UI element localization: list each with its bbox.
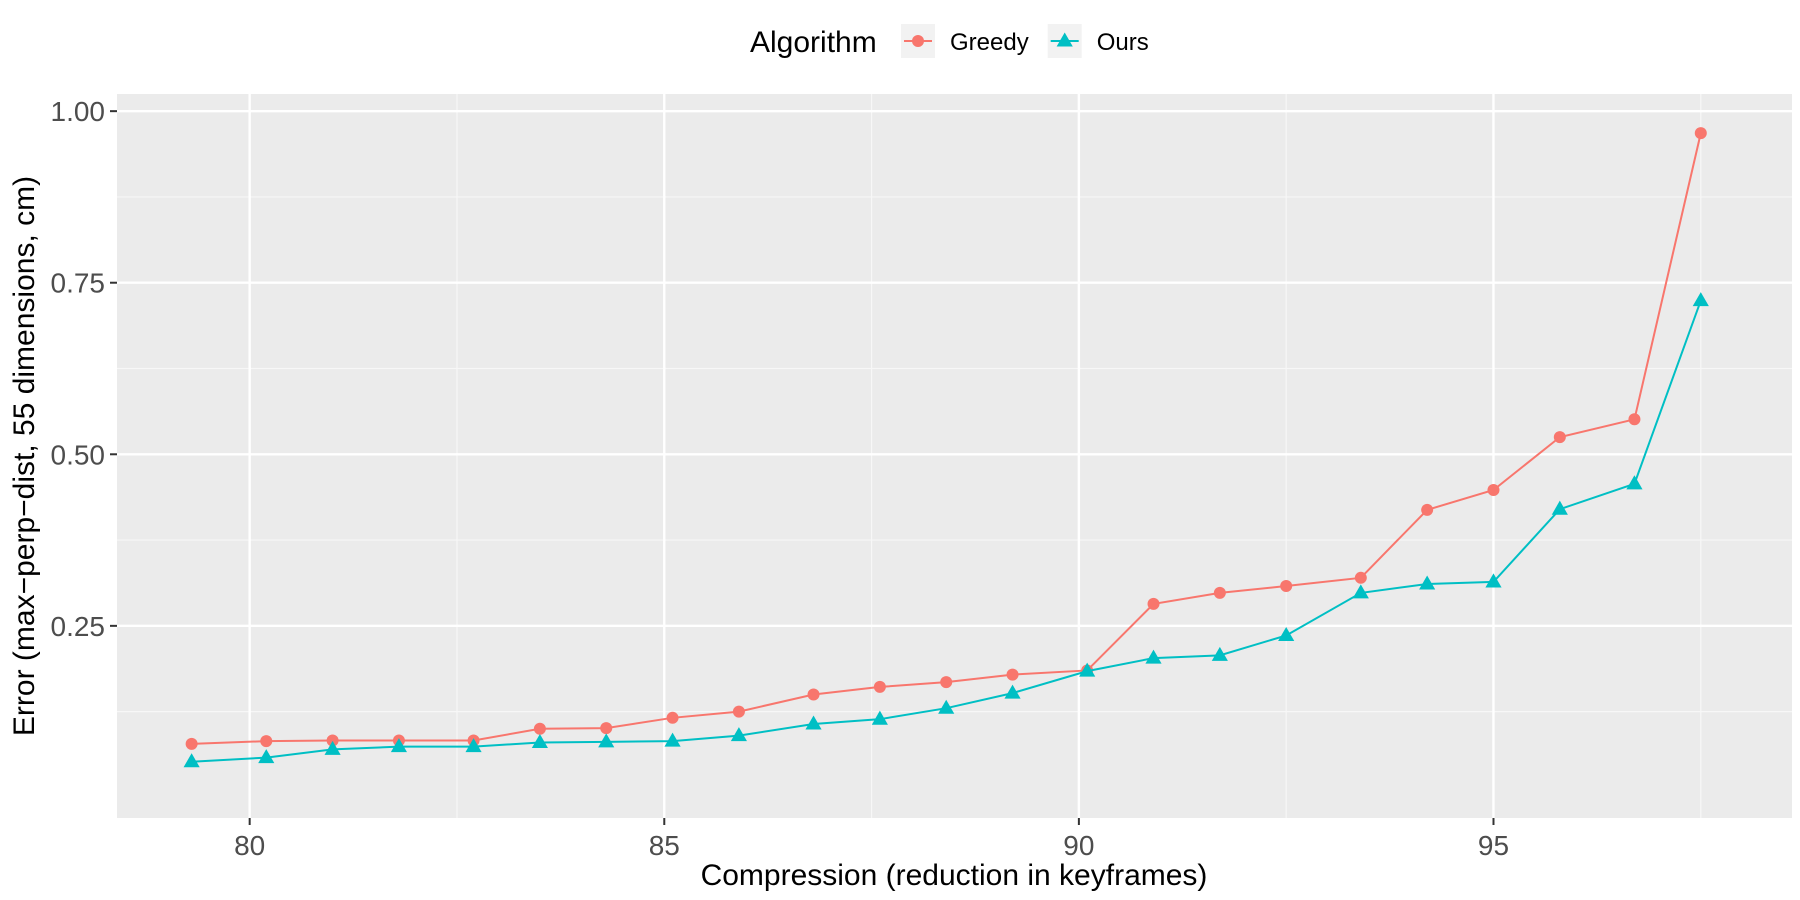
- data-point-greedy: [732, 705, 745, 718]
- data-point-ours: [598, 733, 615, 748]
- data-point-greedy: [1006, 668, 1019, 681]
- data-point-greedy: [1213, 586, 1226, 599]
- data-point-ours: [1485, 573, 1502, 588]
- y-tick-label: 0.75: [51, 268, 106, 299]
- x-tick-label: 90: [1063, 830, 1094, 861]
- legend-label-ours: Ours: [1097, 29, 1149, 56]
- x-tick-label: 80: [234, 830, 265, 861]
- data-point-ours: [1352, 584, 1369, 599]
- minor-gridlines: [117, 94, 1792, 818]
- data-point-ours: [730, 727, 747, 742]
- data-point-ours: [1419, 575, 1436, 590]
- series-ours: [183, 292, 1709, 768]
- data-point-ours: [390, 738, 408, 753]
- data-point-greedy: [600, 722, 613, 735]
- data-point-greedy: [1354, 571, 1367, 584]
- data-point-greedy: [260, 735, 273, 748]
- data-point-ours: [183, 753, 200, 768]
- data-point-ours: [938, 699, 955, 714]
- data-point-ours: [1692, 292, 1709, 307]
- y-tick-label: 0.25: [51, 611, 106, 642]
- y-tick-label: 0.50: [51, 439, 106, 470]
- data-point-ours: [1079, 662, 1096, 677]
- legend: Algorithm Greedy Ours: [750, 24, 1149, 59]
- data-point-ours: [1551, 500, 1568, 515]
- x-axis-ticks: 80 85 90 95: [234, 818, 1509, 861]
- data-point-greedy: [1487, 483, 1500, 496]
- legend-key-marker: [912, 35, 924, 47]
- series-layer: [183, 127, 1709, 768]
- data-point-greedy: [1628, 413, 1641, 426]
- legend-label-greedy: Greedy: [950, 29, 1029, 56]
- x-axis-title: Compression (reduction in keyframes): [701, 859, 1208, 892]
- data-point-ours: [871, 710, 888, 725]
- data-point-greedy: [1280, 580, 1293, 593]
- data-point-ours: [805, 715, 822, 730]
- data-point-greedy: [1694, 127, 1707, 140]
- data-point-ours: [1626, 475, 1643, 490]
- data-point-ours: [531, 734, 548, 749]
- y-axis-ticks: 0.25 0.50 0.75 1.00: [51, 96, 117, 642]
- data-point-greedy: [873, 680, 886, 693]
- data-point-ours: [1004, 684, 1021, 699]
- data-point-ours: [1145, 649, 1162, 664]
- data-point-ours: [1278, 626, 1295, 641]
- plot-panel: [117, 94, 1792, 818]
- data-point-greedy: [1421, 503, 1434, 516]
- data-point-greedy: [940, 676, 953, 689]
- data-point-ours: [1211, 646, 1228, 661]
- data-point-greedy: [326, 734, 339, 747]
- data-point-greedy: [1553, 431, 1566, 444]
- x-tick-label: 95: [1478, 830, 1509, 861]
- y-tick-label: 1.00: [51, 96, 106, 127]
- data-point-greedy: [666, 711, 679, 724]
- data-point-greedy: [185, 737, 198, 750]
- legend-title: Algorithm: [750, 26, 877, 59]
- data-point-ours: [258, 749, 275, 764]
- x-tick-label: 85: [649, 830, 680, 861]
- data-point-greedy: [533, 722, 546, 735]
- y-axis-title: Error (max−perp−dist, 55 dimensions, cm): [8, 176, 41, 736]
- data-point-ours: [465, 738, 482, 753]
- major-gridlines: [117, 94, 1792, 818]
- legend-item-greedy: Greedy: [901, 24, 1029, 58]
- data-point-greedy: [1147, 597, 1160, 610]
- legend-item-ours: Ours: [1047, 24, 1149, 58]
- data-point-ours: [664, 732, 681, 747]
- data-point-ours: [324, 740, 341, 755]
- legend-key-marker: [1056, 32, 1073, 47]
- series-greedy: [185, 127, 1707, 750]
- data-point-greedy: [807, 688, 820, 701]
